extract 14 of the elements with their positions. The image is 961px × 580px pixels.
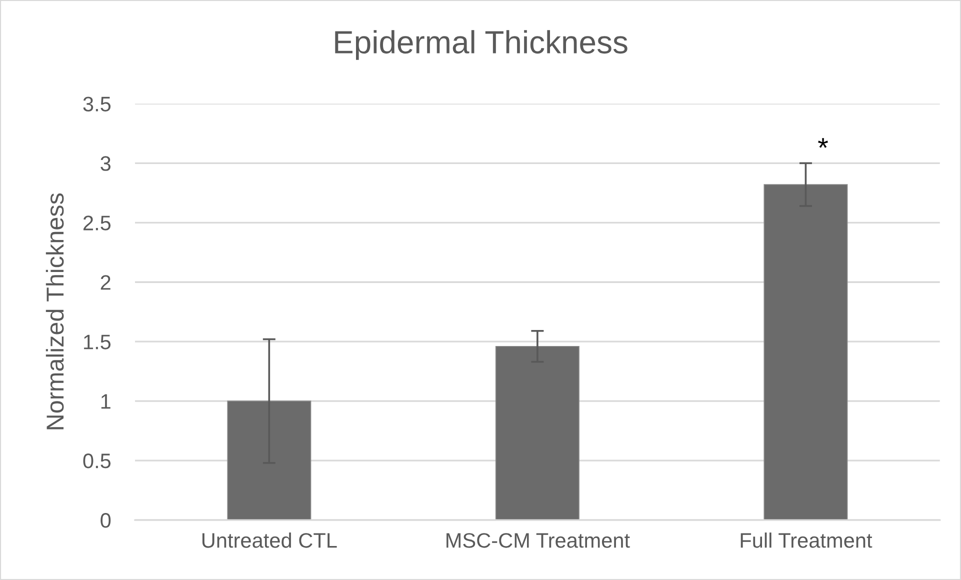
y-tick-label: 2.5 bbox=[84, 216, 111, 230]
y-axis-title: Normalized Thickness bbox=[46, 193, 64, 430]
y-tick-label: 1 bbox=[101, 394, 110, 409]
y-tick-label: 0 bbox=[100, 513, 111, 528]
annotation: * bbox=[818, 138, 828, 148]
x-tick-label: MSC-CM Treatment bbox=[446, 533, 630, 548]
y-tick-label: 2 bbox=[100, 275, 110, 290]
y-tick-label: 3 bbox=[100, 156, 110, 171]
x-tick-label: Full Treatment bbox=[740, 532, 872, 548]
chart-title: Epidermal Thickness bbox=[335, 30, 628, 60]
y-tick-label: 0.5 bbox=[83, 454, 111, 468]
x-tick-label: Untreated CTL bbox=[202, 532, 337, 548]
y-tick-label: 1.5 bbox=[84, 334, 111, 350]
y-tick-label: 3.5 bbox=[83, 96, 111, 112]
